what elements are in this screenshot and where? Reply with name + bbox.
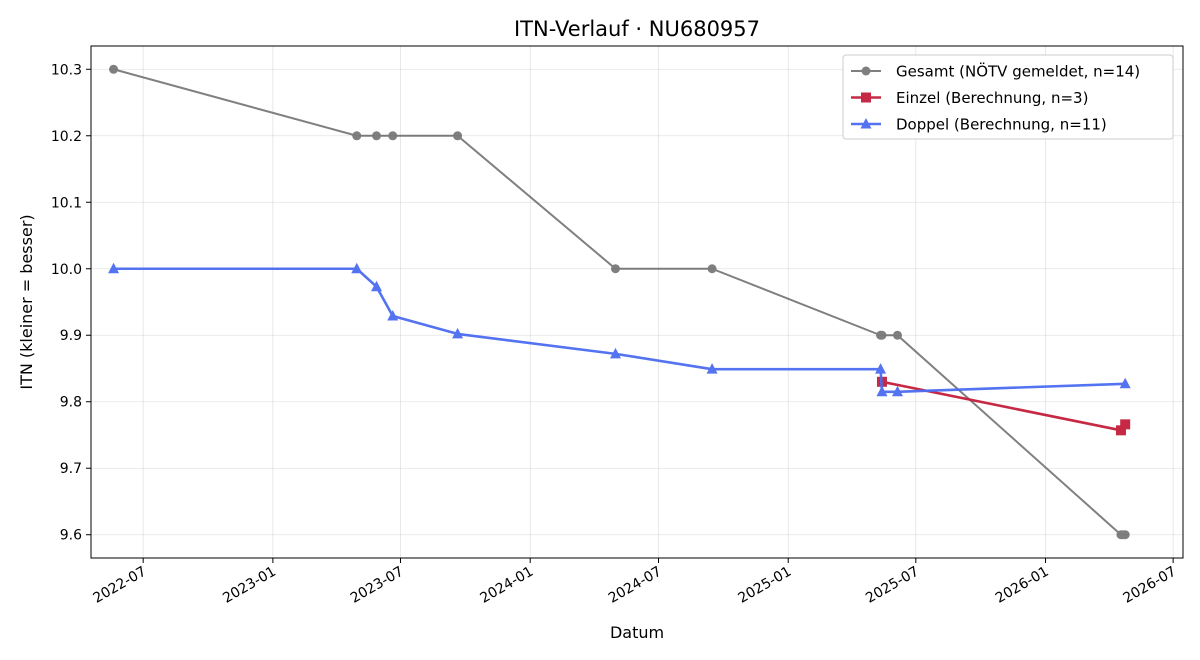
y-axis: 9.6 9.7 9.8 9.9 10.0 10.1 10.2 10.3 [51, 62, 91, 544]
y-tick-label: 10.1 [51, 195, 82, 211]
y-tick-label: 9.9 [60, 328, 82, 344]
data-point [609, 347, 621, 359]
data-point [109, 64, 119, 74]
data-point [108, 262, 120, 274]
legend-label: Gesamt (NÖTV gemeldet, n=14) [896, 62, 1140, 81]
y-tick-label: 10.0 [51, 262, 82, 278]
y-tick-label: 9.6 [60, 528, 82, 544]
legend-item [851, 92, 881, 103]
data-point [1120, 419, 1131, 430]
data-point [452, 327, 464, 339]
x-axis-label: Datum [610, 623, 664, 642]
legend-item [851, 66, 881, 76]
data-point [372, 131, 382, 141]
data-point [371, 280, 383, 292]
data-point [610, 264, 620, 274]
data-point [453, 131, 463, 141]
data-point [351, 262, 363, 274]
series-triangle [108, 262, 1131, 397]
data-point [706, 363, 718, 374]
data-point [388, 131, 398, 141]
legend-label: Einzel (Berechnung, n=3) [896, 89, 1088, 107]
data-point [877, 330, 887, 340]
y-tick-label: 9.8 [60, 395, 82, 411]
data-point [707, 264, 717, 274]
data-point [892, 330, 902, 340]
data-point [352, 131, 362, 141]
y-tick-label: 9.7 [60, 461, 82, 477]
y-tick-label: 10.2 [51, 129, 82, 145]
y-tick-label: 10.3 [51, 62, 82, 78]
series-layer [108, 64, 1131, 540]
legend-marker [861, 92, 871, 103]
legend-label: Doppel (Berechnung, n=11) [896, 116, 1107, 134]
legend-box [842, 54, 1174, 140]
data-point [876, 385, 888, 397]
chart-title: ITN-Verlauf · NU680957 [514, 17, 760, 41]
data-point [1119, 377, 1131, 389]
data-point [891, 385, 903, 397]
data-point [1120, 530, 1130, 540]
plot-frame [90, 45, 1184, 559]
y-axis-label: ITN (kleiner = besser) [17, 214, 36, 389]
legend: Gesamt (NÖTV gemeldet, n=14) Einzel (Bere… [842, 54, 1174, 140]
legend-marker [861, 66, 871, 76]
data-point [875, 363, 887, 374]
series-circle [109, 64, 1130, 540]
legend-marker [860, 118, 872, 129]
legend-item [851, 118, 881, 129]
data-point [1115, 425, 1126, 436]
data-point [387, 309, 399, 321]
